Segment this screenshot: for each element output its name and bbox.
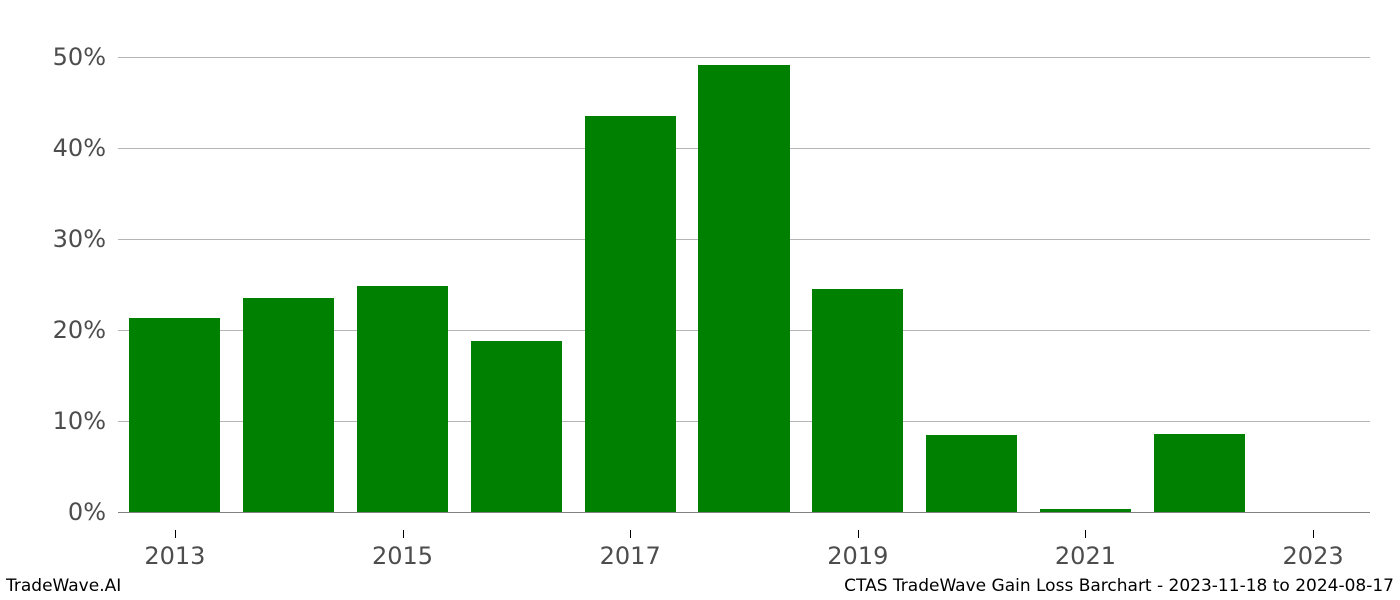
bar [243, 298, 334, 512]
bar [1154, 434, 1245, 512]
x-tick-label: 2021 [1055, 530, 1116, 570]
y-tick-label: 10% [53, 407, 118, 435]
bar [812, 289, 903, 512]
plot-area: 0%10%20%30%40%50%20132015201720192021202… [118, 30, 1370, 530]
bar [926, 435, 1017, 511]
y-tick-label: 20% [53, 316, 118, 344]
baseline [118, 512, 1370, 513]
y-tick-label: 30% [53, 225, 118, 253]
y-tick-label: 50% [53, 43, 118, 71]
gridline [118, 57, 1370, 58]
footer-left: TradeWave.AI [6, 576, 121, 596]
x-tick-label: 2017 [600, 530, 661, 570]
x-tick-label: 2023 [1283, 530, 1344, 570]
y-tick-label: 0% [68, 498, 118, 526]
bar [129, 318, 220, 512]
bar [698, 65, 789, 512]
footer-right: CTAS TradeWave Gain Loss Barchart - 2023… [844, 576, 1394, 596]
y-tick-label: 40% [53, 134, 118, 162]
x-tick-label: 2015 [372, 530, 433, 570]
bar [357, 286, 448, 511]
bar [1040, 509, 1131, 512]
x-tick-label: 2013 [144, 530, 205, 570]
x-tick-label: 2019 [827, 530, 888, 570]
bar [585, 116, 676, 511]
bar [471, 341, 562, 512]
gain-loss-barchart: 0% 10% 20% 30% 40% 50% 2013 2015 2017 2019 2021 202… [0, 0, 1400, 600]
